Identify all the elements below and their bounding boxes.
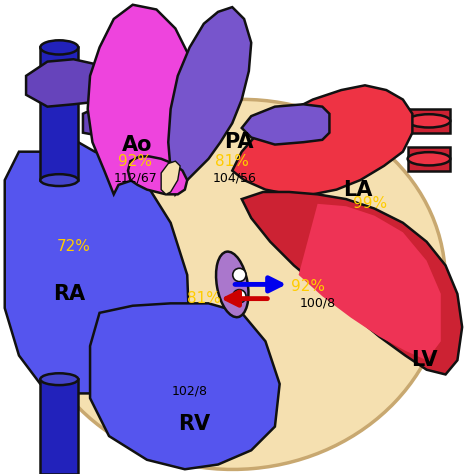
Polygon shape xyxy=(408,147,450,171)
Polygon shape xyxy=(161,161,180,194)
Ellipse shape xyxy=(408,152,450,165)
Text: 72%: 72% xyxy=(56,239,91,254)
Text: 104/56: 104/56 xyxy=(213,171,256,184)
Ellipse shape xyxy=(216,252,248,317)
Text: RA: RA xyxy=(53,284,85,304)
Polygon shape xyxy=(299,204,441,360)
Polygon shape xyxy=(5,142,190,393)
Ellipse shape xyxy=(28,100,446,469)
Text: 100/8: 100/8 xyxy=(300,297,336,310)
Polygon shape xyxy=(90,303,280,469)
Polygon shape xyxy=(40,47,78,180)
Text: RV: RV xyxy=(178,414,210,434)
Ellipse shape xyxy=(40,40,78,55)
Ellipse shape xyxy=(40,374,78,385)
Text: LA: LA xyxy=(343,180,373,200)
Polygon shape xyxy=(408,109,450,133)
Polygon shape xyxy=(83,100,175,140)
Text: 81%: 81% xyxy=(187,291,221,306)
Polygon shape xyxy=(40,379,78,474)
Text: 102/8: 102/8 xyxy=(172,384,208,398)
Text: Ao: Ao xyxy=(122,135,153,155)
Polygon shape xyxy=(242,104,329,145)
Polygon shape xyxy=(128,156,187,194)
Ellipse shape xyxy=(408,114,450,128)
Polygon shape xyxy=(232,85,412,194)
Text: 92%: 92% xyxy=(118,154,152,169)
Polygon shape xyxy=(26,59,102,107)
Text: 99%: 99% xyxy=(353,196,387,211)
Polygon shape xyxy=(88,5,204,194)
Text: 81%: 81% xyxy=(215,154,249,169)
Text: 92%: 92% xyxy=(291,279,325,294)
Circle shape xyxy=(233,268,246,282)
Ellipse shape xyxy=(40,174,78,186)
Polygon shape xyxy=(242,192,462,374)
Text: 112/67: 112/67 xyxy=(113,171,157,184)
Circle shape xyxy=(233,290,246,303)
Polygon shape xyxy=(168,7,251,194)
Text: PA: PA xyxy=(225,132,254,152)
Text: LV: LV xyxy=(411,350,438,370)
